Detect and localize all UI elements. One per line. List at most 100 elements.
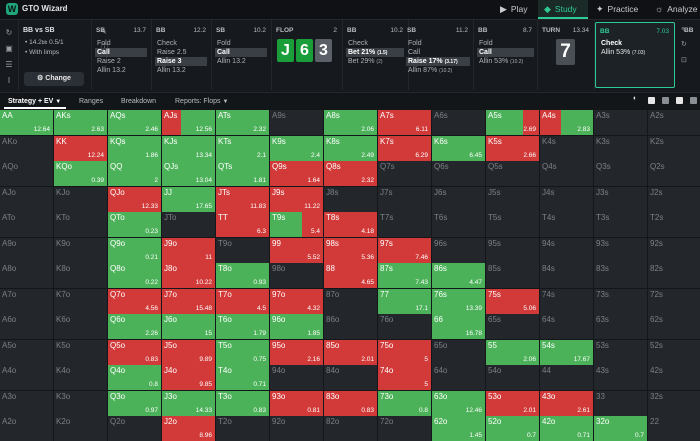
hand-cell-J4o[interactable]: J4o 9.85 [162,365,216,391]
save-icon[interactable]: ▣ [5,44,13,53]
hand-cell-T9s[interactable]: T9s 5.4 [270,212,324,238]
hand-cell-84s[interactable]: 84s [540,263,594,289]
hand-cell-AKs[interactable]: AKs 2.63 [54,110,108,136]
hand-cell-95o[interactable]: 95o 2.16 [270,339,324,366]
hand-cell-J7o[interactable]: J7o 15.48 [162,288,216,315]
hand-cell-AJo[interactable]: AJo [0,186,54,213]
hand-cell-A6o[interactable]: A6o [0,314,54,340]
hand-cell-54o[interactable]: 54o [486,365,540,391]
hand-cell-TT[interactable]: TT 6.3 [216,212,270,238]
hand-cell-88[interactable]: 88 4.65 [324,263,378,289]
option-fold[interactable]: Fold [479,40,493,47]
hand-cell-97o[interactable]: 97o 4.32 [270,288,324,315]
hand-cell-J5o[interactable]: J5o 9.89 [162,339,216,366]
hand-cell-K6o[interactable]: K6o [54,314,108,340]
nav-analyze[interactable]: ☼ Analyze [655,0,700,19]
option-fold[interactable]: Fold [97,40,111,47]
hand-cell-J9o[interactable]: J9o 11 [162,237,216,264]
hand-cell-93s[interactable]: 93s [594,237,648,264]
hand-cell-97s[interactable]: 97s 7.46 [378,237,432,264]
hand-cell-K3o[interactable]: K3o [54,390,108,417]
hand-cell-A2o[interactable]: A2o [0,416,54,441]
action-column-sb-2[interactable]: SB 10.2 Fold Call Allin 13.2 [212,20,272,90]
hand-cell-43o[interactable]: 43o 2.61 [540,390,594,417]
option-check[interactable]: Check [157,40,177,47]
hand-cell-42o[interactable]: 42o 0.71 [540,416,594,441]
hand-cell-Q3o[interactable]: Q3o 0.97 [108,390,162,417]
app-name[interactable]: GTO Wizard [22,4,68,13]
hand-cell-Q5s[interactable]: Q5s [486,161,540,187]
option-call[interactable]: Call [477,48,534,57]
hand-cell-A9o[interactable]: A9o [0,237,54,264]
hand-cell-QTs[interactable]: QTs 1.81 [216,161,270,187]
hand-cell-K4s[interactable]: K4s [540,135,594,162]
hand-cell-55[interactable]: 55 2.06 [486,339,540,366]
hand-cell-85o[interactable]: 85o 2.01 [324,339,378,366]
hand-cell-42s[interactable]: 42s [648,365,700,391]
option-allin[interactable]: Allin 87% (10.2) [408,67,453,74]
option-check[interactable]: Check [348,40,368,47]
hand-cell-52o[interactable]: 52o 0.7 [486,416,540,441]
chevron-down-icon[interactable]: ⌄ [63,5,69,12]
hand-cell-K5s[interactable]: K5s 2.66 [486,135,540,162]
hand-cell-82s[interactable]: 82s [648,263,700,289]
hand-cell-A3o[interactable]: A3o [0,390,54,417]
action-column-bb-flop-2[interactable]: BB 8.7 Fold Call Allin 53% (10.2) [474,20,538,90]
hand-cell-92o[interactable]: 92o [270,416,324,441]
text-cursor-icon[interactable]: I [7,76,11,85]
option-allin[interactable]: Allin 53% (10.2) [479,58,524,65]
hand-cell-82o[interactable]: 82o [324,416,378,441]
hand-cell-T7s[interactable]: T7s [378,212,432,238]
hand-cell-J5s[interactable]: J5s [486,186,540,213]
hand-cell-J6s[interactable]: J6s [432,186,486,213]
hand-cell-ATo[interactable]: ATo [0,212,54,238]
hand-cell-QQ[interactable]: QQ 2 [108,161,162,187]
option-call[interactable]: Call [95,48,147,57]
hand-cell-Q5o[interactable]: Q5o 0.83 [108,339,162,366]
hand-cell-64o[interactable]: 64o [432,365,486,391]
hand-cell-83s[interactable]: 83s [594,263,648,289]
action-column-bb-active[interactable]: BB 7.03 Check Allin 53% (7.03) [595,22,675,88]
hand-cell-K4o[interactable]: K4o [54,365,108,391]
hand-cell-A3s[interactable]: A3s [594,110,648,136]
hand-cell-62o[interactable]: 62o 1.45 [432,416,486,441]
hand-cell-T4o[interactable]: T4o 0.71 [216,365,270,391]
hand-cell-96o[interactable]: 96o 1.85 [270,314,324,340]
hand-cell-93o[interactable]: 93o 0.81 [270,390,324,417]
edit-icon[interactable]: ✎ [101,29,107,36]
view-large-icon[interactable] [676,97,683,104]
hand-cell-T8s[interactable]: T8s 4.18 [324,212,378,238]
hand-cell-95s[interactable]: 95s [486,237,540,264]
hand-cell-K2s[interactable]: K2s [648,135,700,162]
nav-play[interactable]: ▶ Play [500,0,540,19]
hand-cell-72o[interactable]: 72o [378,416,432,441]
hand-cell-K7s[interactable]: K7s 6.29 [378,135,432,162]
hand-cell-Q3s[interactable]: Q3s [594,161,648,187]
nav-study[interactable]: ◆ Study [538,0,588,19]
hand-cell-A5o[interactable]: A5o [0,339,54,366]
hand-cell-76s[interactable]: 76s 13.39 [432,288,486,315]
hand-cell-KQo[interactable]: KQo 0.39 [54,161,108,187]
action-column-bb-next[interactable]: BB ✎ ↻ ⊡ [681,27,694,64]
view-medium-icon[interactable] [662,97,669,104]
hand-cell-A6s[interactable]: A6s [432,110,486,136]
hand-cell-98o[interactable]: 98o [270,263,324,289]
hand-cell-53s[interactable]: 53s [594,339,648,366]
option-bet-21[interactable]: Bet 21% (1.5) [346,48,404,57]
hand-cell-J3o[interactable]: J3o 14.33 [162,390,216,417]
hand-cell-Q2s[interactable]: Q2s [648,161,700,187]
hand-cell-T6o[interactable]: T6o 1.79 [216,314,270,340]
hand-cell-A8s[interactable]: A8s 2.06 [324,110,378,136]
option-call[interactable]: Call [408,49,421,56]
action-column-sb-flop[interactable]: SB 11.2 Fold Call Raise 17% (3.17) Allin… [403,20,474,90]
hand-cell-32s[interactable]: 32s [648,390,700,417]
hand-cell-T8o[interactable]: T8o 0.93 [216,263,270,289]
hand-cell-75s[interactable]: 75s 5.06 [486,288,540,315]
hand-cell-73o[interactable]: 73o 0.8 [378,390,432,417]
refresh-icon[interactable]: ↻ [5,28,13,37]
hand-cell-44[interactable]: 44 [540,365,594,391]
hand-cell-A2s[interactable]: A2s [648,110,700,136]
hand-cell-J2s[interactable]: J2s [648,186,700,213]
hand-cell-65o[interactable]: 65o [432,339,486,366]
hand-cell-63s[interactable]: 63s [594,314,648,340]
